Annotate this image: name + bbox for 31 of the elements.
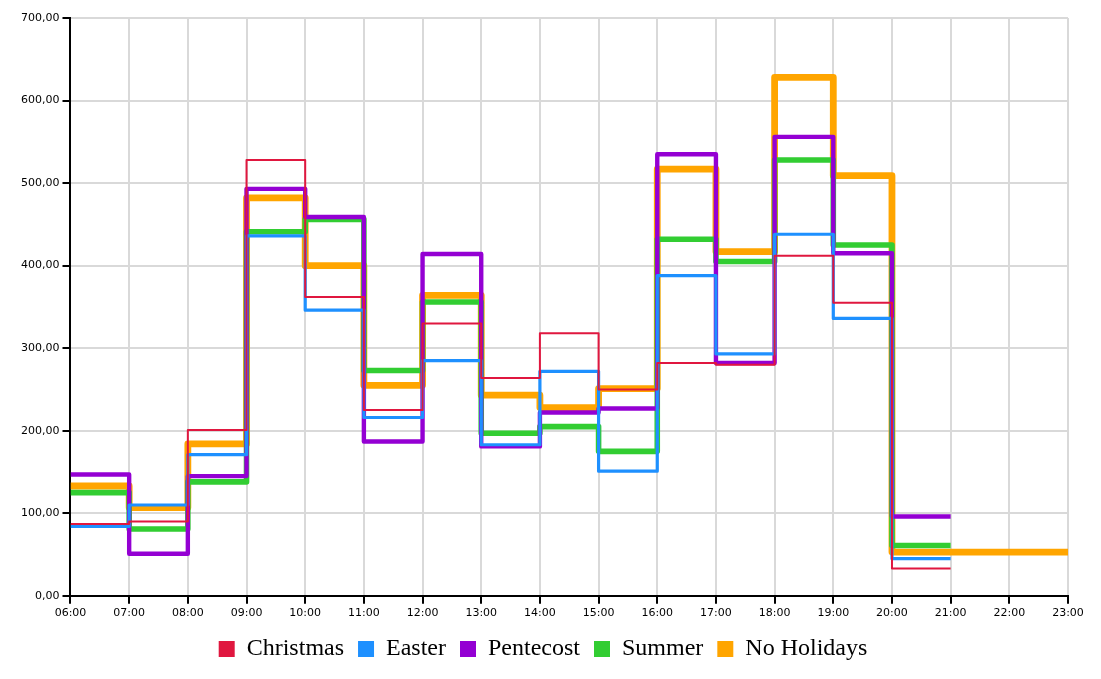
legend-label: Summer	[621, 634, 704, 661]
x-tick-label: 18:00	[758, 606, 791, 620]
y-tick-label: 500,00	[20, 175, 60, 189]
x-tick-label: 19:00	[817, 606, 850, 620]
x-tick-label: 07:00	[113, 606, 146, 620]
y-tick-label: 700,00	[20, 10, 60, 24]
x-tick-label: 17:00	[700, 606, 732, 620]
legend-label: Pentecost	[488, 634, 581, 661]
x-tick-label: 12:00	[406, 606, 439, 620]
y-tick-label: 100,00	[20, 506, 60, 520]
y-tick-label: 200,00	[20, 423, 60, 437]
x-tick-label: 14:00	[524, 606, 556, 620]
y-tick-label: 300,00	[20, 341, 60, 355]
x-tick-label: 06:00	[54, 606, 87, 620]
x-tick-label: 23:00	[1052, 606, 1084, 620]
x-tick-label: 08:00	[171, 606, 204, 620]
y-tick-label: 0,00	[34, 588, 60, 602]
legend-label: Christmas	[246, 634, 345, 661]
legend-label: Easter	[386, 634, 447, 661]
x-tick-label: 20:00	[876, 606, 908, 620]
x-tick-label: 10:00	[289, 606, 322, 620]
legend-label: No Holidays	[745, 634, 868, 661]
y-tick-label: 600,00	[20, 93, 60, 107]
x-tick-label: 09:00	[230, 606, 263, 620]
x-tick-label: 15:00	[582, 606, 615, 620]
y-tick-label: 400,00	[20, 258, 60, 272]
x-tick-label: 21:00	[934, 606, 967, 620]
x-tick-label: 16:00	[641, 606, 674, 620]
x-tick-label: 13:00	[465, 606, 498, 620]
x-tick-label: 22:00	[993, 606, 1026, 620]
x-tick-label: 11:00	[348, 606, 380, 620]
